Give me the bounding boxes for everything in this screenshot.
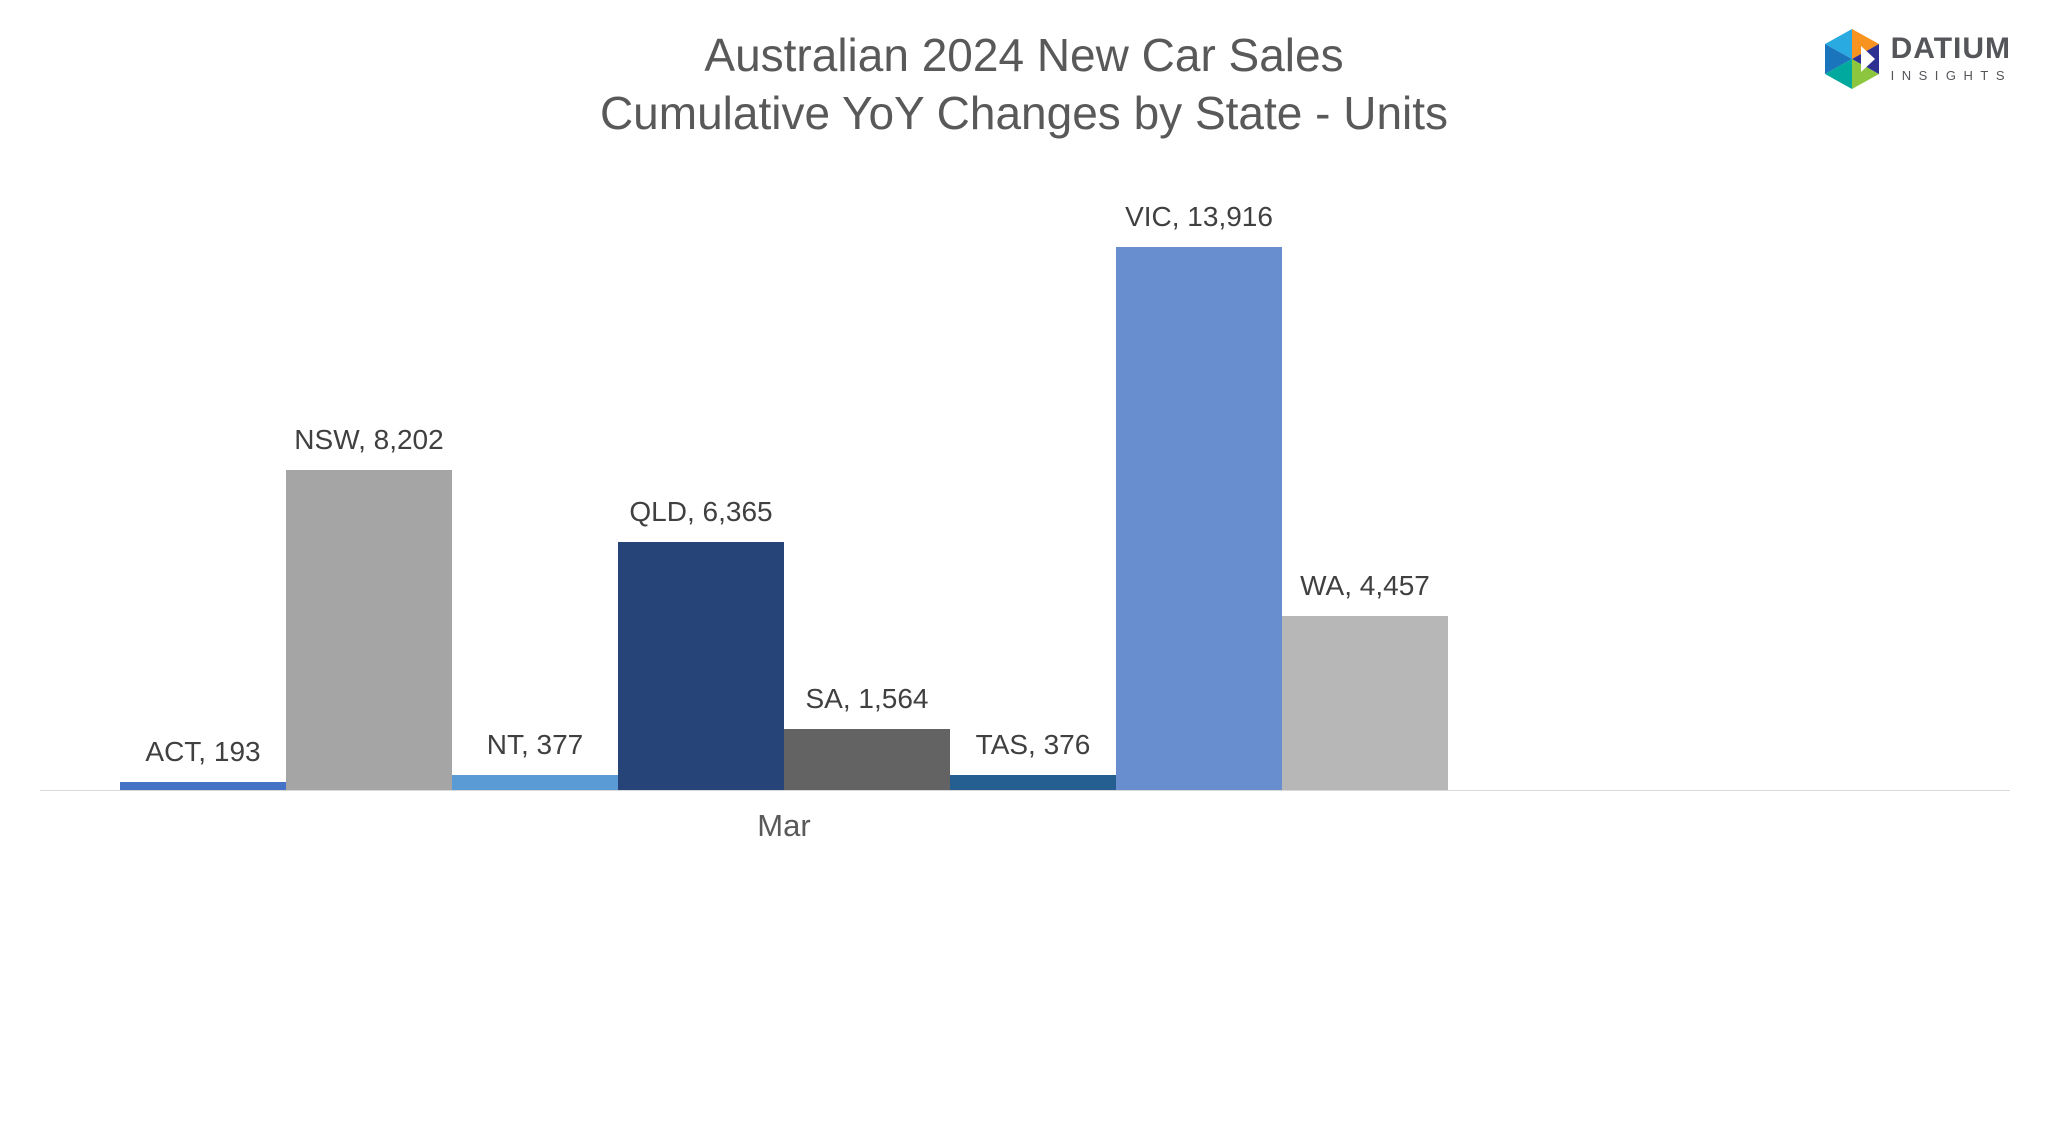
bar-act (120, 782, 286, 790)
chart-title-line2: Cumulative YoY Changes by State - Units (599, 87, 1449, 139)
bar-nsw (286, 470, 452, 790)
bar-data-label-tas: TAS, 376 (975, 729, 1091, 760)
chart-title: Australian 2024 New Car Sales Cumulative… (0, 26, 2048, 142)
bar-wa (1282, 616, 1448, 790)
x-axis-line (40, 790, 2010, 791)
bar-data-label-act: ACT, 193 (145, 736, 261, 767)
bar-qld (618, 542, 784, 790)
logo-text: DATIUM INSIGHTS (1890, 31, 2012, 85)
bar-data-label-wa: WA, 4,457 (1300, 570, 1430, 601)
bar-group-nt: NT, 377 (452, 729, 618, 790)
bar-tas (950, 775, 1116, 790)
bar-nt (452, 775, 618, 790)
bar-series-container: ACT, 193 NSW, 8,202 NT, 377 QLD, 6,365 SA, 1… (120, 201, 1448, 790)
logo-brand: DATIUM (1890, 31, 2012, 65)
bar-group-sa: SA, 1,564 (784, 683, 950, 790)
bar-group-vic: VIC, 13,916 (1116, 201, 1282, 790)
chart-title-line1: Australian 2024 New Car Sales (704, 29, 1344, 81)
bar-group-act: ACT, 193 (120, 736, 286, 790)
bar-data-label-sa: SA, 1,564 (805, 683, 929, 714)
datium-hexagon-icon (1824, 29, 1879, 89)
bar-group-qld: QLD, 6,365 (618, 496, 784, 790)
bar-group-nsw: NSW, 8,202 (286, 424, 452, 790)
datium-insights-logo: DATIUM INSIGHTS (1823, 28, 2012, 90)
bar-vic (1116, 247, 1282, 790)
bar-data-label-nsw: NSW, 8,202 (294, 424, 444, 455)
bar-data-label-qld: QLD, 6,365 (629, 496, 773, 527)
bar-group-tas: TAS, 376 (950, 729, 1116, 790)
bar-data-label-nt: NT, 377 (486, 729, 584, 760)
bar-group-wa: WA, 4,457 (1282, 570, 1448, 790)
bar-data-label-vic: VIC, 13,916 (1125, 201, 1273, 232)
logo-subtitle: INSIGHTS (1890, 67, 2012, 83)
bar-sa (784, 729, 950, 790)
x-axis-category-label: Mar (757, 808, 811, 843)
